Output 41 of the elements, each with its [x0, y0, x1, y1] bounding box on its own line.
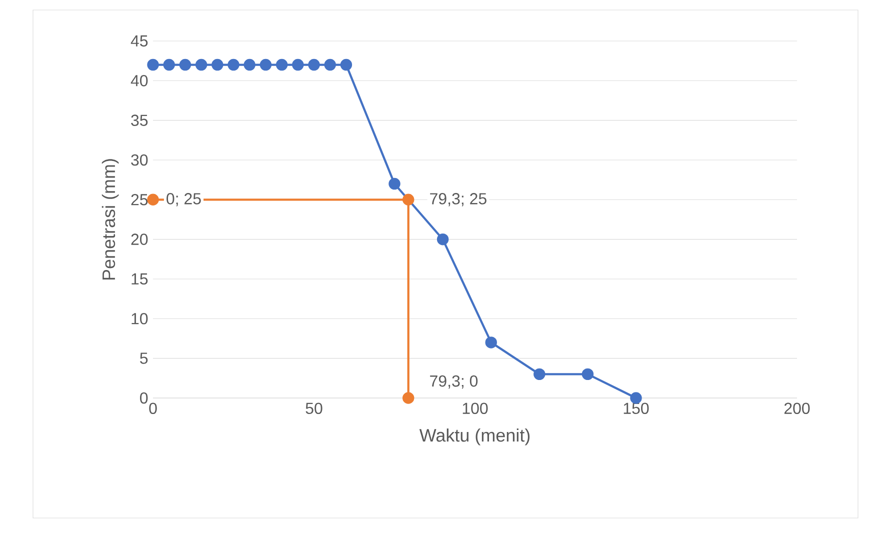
y-tick-label: 20: [131, 234, 148, 245]
point: [402, 194, 414, 206]
x-tick-label: 100: [462, 402, 488, 414]
y-tick-label: 0: [140, 392, 148, 404]
point: [228, 58, 240, 71]
point: [534, 368, 546, 380]
point: [485, 336, 497, 348]
x-tick-label: 200: [784, 402, 810, 414]
y-tick-label: 40: [130, 75, 148, 86]
point: [388, 178, 400, 190]
point: [276, 58, 288, 71]
y-tick-label: 45: [130, 35, 148, 47]
x-tick-label: 150: [624, 402, 649, 414]
x-tick-label: 50: [306, 402, 322, 414]
point: [340, 58, 352, 71]
point: [179, 58, 192, 71]
point: [147, 58, 159, 71]
y-tick-label: 15: [132, 273, 148, 285]
point: [244, 58, 256, 71]
x-tick-label: 0: [149, 402, 157, 414]
data-label: 79,3; 0: [430, 375, 478, 389]
y-tick-label: 5: [140, 352, 148, 364]
point: [324, 58, 336, 71]
point: [402, 392, 414, 404]
point: [292, 58, 304, 71]
point: [195, 58, 208, 71]
y-tick-label: 25: [131, 194, 148, 206]
point: [436, 233, 449, 246]
point: [260, 58, 272, 71]
y-tick-label: 35: [131, 114, 148, 126]
y-tick-label: 30: [131, 154, 148, 166]
x-axis-title: Waktu (menit): [419, 428, 530, 446]
point: [308, 58, 320, 71]
point: [163, 58, 175, 71]
point: [212, 58, 224, 71]
point: [582, 368, 594, 380]
y-tick-label: 10: [132, 312, 148, 324]
data-label: 79,3; 25: [430, 193, 486, 206]
y-axis-title: Penetrasi (mm): [102, 159, 119, 280]
point: [147, 194, 159, 206]
data-label: 0; 25: [166, 193, 201, 206]
